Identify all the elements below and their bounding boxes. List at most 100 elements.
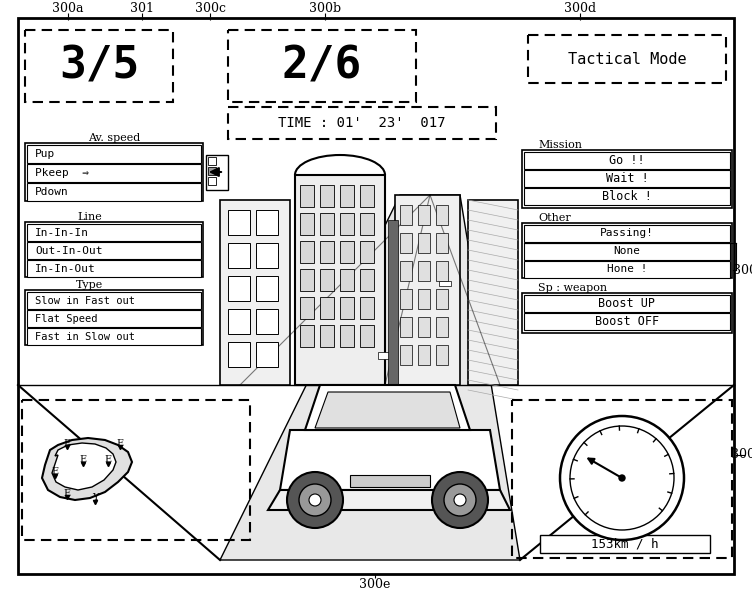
Bar (320, 269, 334, 291)
Polygon shape (315, 392, 460, 428)
Bar (388, 220, 398, 385)
Text: 2/6: 2/6 (282, 44, 362, 88)
Bar (27, 292, 201, 309)
Circle shape (432, 472, 488, 528)
Text: Pup: Pup (35, 149, 55, 159)
Bar (27, 183, 201, 201)
Bar (27, 164, 201, 182)
Bar (208, 177, 216, 185)
Bar (439, 281, 451, 287)
Circle shape (444, 484, 476, 516)
Bar (300, 213, 314, 235)
Bar (436, 205, 448, 225)
Polygon shape (42, 438, 132, 500)
Bar (27, 224, 201, 241)
Text: Slow in Fast out: Slow in Fast out (35, 295, 135, 305)
Text: E: E (80, 455, 86, 465)
Bar (22, 400, 250, 540)
Text: 300b: 300b (309, 2, 341, 14)
Bar (418, 205, 430, 225)
Text: Boost OFF: Boost OFF (595, 315, 659, 328)
Polygon shape (280, 430, 500, 490)
Bar (256, 210, 278, 235)
Bar (528, 35, 726, 83)
Text: Flat Speed: Flat Speed (35, 314, 98, 323)
Bar (25, 222, 203, 277)
Bar (524, 188, 730, 205)
Bar (320, 325, 334, 347)
Text: Type: Type (77, 280, 104, 290)
Bar (340, 213, 354, 235)
Bar (256, 342, 278, 367)
Text: E: E (117, 439, 123, 448)
Bar (522, 223, 732, 278)
Bar (350, 475, 430, 487)
Text: 300c: 300c (195, 2, 226, 14)
Text: Block !: Block ! (602, 190, 652, 203)
Bar (395, 195, 460, 385)
Bar (360, 185, 374, 207)
Text: 3/5: 3/5 (59, 44, 139, 88)
Circle shape (560, 416, 684, 540)
Bar (228, 210, 250, 235)
Text: None: None (614, 246, 641, 256)
Bar (228, 107, 496, 139)
Polygon shape (52, 443, 116, 490)
Text: 153km / h: 153km / h (591, 538, 659, 551)
Text: Fast in Slow out: Fast in Slow out (35, 332, 135, 342)
Bar (400, 233, 412, 253)
Bar (522, 150, 732, 208)
Bar (300, 297, 314, 319)
Bar (400, 261, 412, 281)
Bar (320, 297, 334, 319)
Bar (524, 225, 730, 242)
Circle shape (299, 484, 331, 516)
Bar (418, 317, 430, 337)
Circle shape (287, 472, 343, 528)
Bar (524, 243, 730, 260)
Text: 300d: 300d (564, 2, 596, 14)
Bar (27, 328, 201, 345)
Bar (340, 269, 354, 291)
Text: Hone !: Hone ! (607, 265, 647, 275)
Text: Wait !: Wait ! (605, 172, 648, 185)
Bar (220, 200, 290, 385)
Text: Tactical Mode: Tactical Mode (568, 52, 687, 66)
Bar (18, 18, 734, 400)
Bar (524, 295, 730, 312)
Bar (512, 400, 732, 558)
Text: Sp : weapon: Sp : weapon (538, 283, 607, 293)
Bar (208, 167, 216, 175)
Bar (228, 30, 416, 102)
Bar (27, 260, 201, 277)
Bar (400, 205, 412, 225)
Text: TIME : 01'  23'  017: TIME : 01' 23' 017 (278, 116, 446, 130)
Bar (400, 317, 412, 337)
Bar (522, 293, 732, 333)
Text: Pkeep  ⇒: Pkeep ⇒ (35, 168, 89, 178)
Bar (228, 243, 250, 268)
Bar (256, 276, 278, 301)
Bar (300, 325, 314, 347)
Text: Pdown: Pdown (35, 187, 68, 197)
Bar (524, 152, 730, 169)
Circle shape (454, 494, 466, 506)
Bar (300, 269, 314, 291)
Bar (320, 241, 334, 263)
Bar (340, 297, 354, 319)
Bar (206, 155, 228, 190)
Bar (360, 241, 374, 263)
Text: 300f: 300f (731, 449, 752, 462)
Bar (436, 317, 448, 337)
Text: Av. speed: Av. speed (88, 133, 140, 143)
Bar (256, 309, 278, 334)
Circle shape (570, 426, 674, 530)
Text: Line: Line (77, 212, 102, 222)
Text: Other: Other (538, 213, 571, 223)
Text: E: E (51, 468, 59, 477)
Bar (25, 143, 203, 201)
Bar (340, 241, 354, 263)
Bar (436, 261, 448, 281)
Bar (400, 289, 412, 309)
Bar (301, 440, 320, 451)
